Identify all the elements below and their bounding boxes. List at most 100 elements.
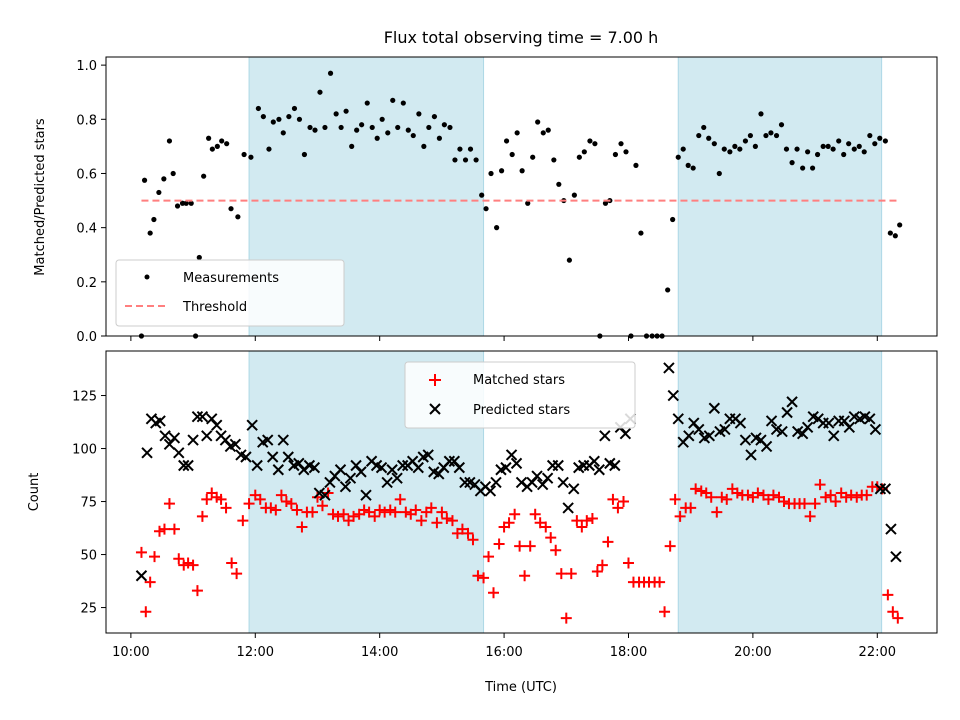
predicted-star-point bbox=[864, 413, 876, 425]
measurement-point bbox=[861, 149, 867, 155]
matched-star-point bbox=[338, 508, 350, 520]
predicted-star-point bbox=[510, 457, 523, 470]
measurement-point bbox=[706, 135, 712, 141]
matched-star-point bbox=[265, 502, 277, 514]
matched-star-point bbox=[825, 489, 837, 501]
matched-star-point bbox=[612, 502, 624, 514]
predicted-star-point bbox=[734, 417, 747, 429]
bottom-panel: 25 50 75 100 125 10:00 12:00 14:00 16:00 18:00 20… bbox=[27, 350, 938, 695]
matched-star-point bbox=[840, 491, 852, 503]
matched-star-point bbox=[231, 568, 243, 580]
matched-star-point bbox=[695, 485, 707, 497]
measurement-point bbox=[426, 124, 432, 131]
measurement-point bbox=[867, 132, 873, 139]
matched-star-point bbox=[400, 506, 412, 518]
predicted-star-point bbox=[739, 434, 752, 446]
measurement-point bbox=[535, 119, 541, 125]
matched-star-point bbox=[882, 589, 894, 601]
top-y-tick-label: 0.4 bbox=[76, 222, 97, 237]
matched-star-point bbox=[374, 504, 386, 516]
predicted-star-point bbox=[588, 455, 600, 467]
predicted-star-point bbox=[453, 461, 466, 474]
matched-star-point bbox=[226, 557, 238, 569]
predicted-star-point bbox=[562, 502, 574, 514]
predicted-star-point bbox=[890, 550, 902, 563]
matched-star-point bbox=[820, 491, 832, 503]
matched-star-point bbox=[545, 532, 557, 544]
matched-star-point bbox=[529, 508, 541, 520]
top-panel: 0.0 0.2 0.4 0.6 0.8 1.0 Matched/Predicted sta… bbox=[33, 56, 938, 345]
predicted-star-point bbox=[173, 447, 185, 459]
measurement-point bbox=[680, 146, 686, 152]
legend-measurements-label: Measurements bbox=[183, 271, 279, 286]
predicted-star-point bbox=[593, 464, 605, 476]
measurement-point bbox=[201, 173, 207, 179]
matched-star-point bbox=[576, 521, 588, 533]
matched-star-point bbox=[622, 557, 634, 569]
predicted-star-point bbox=[277, 434, 289, 446]
predicted-star-point bbox=[672, 413, 684, 425]
predicted-star-point bbox=[568, 483, 580, 495]
x-axis-label: Time (UTC) bbox=[484, 680, 557, 695]
measurement-point bbox=[675, 154, 681, 160]
measurement-point bbox=[612, 151, 619, 158]
top-legend: Measurements Threshold bbox=[115, 259, 345, 327]
matched-star-point bbox=[560, 612, 572, 624]
shaded-region bbox=[678, 57, 882, 336]
matched-star-point bbox=[488, 587, 500, 599]
top-y-axis-label: Matched/Predicted stars bbox=[33, 118, 48, 276]
predicted-star-point bbox=[874, 483, 887, 495]
matched-star-point bbox=[389, 506, 401, 518]
matched-star-point bbox=[519, 570, 531, 582]
bottom-y-tick-label: 50 bbox=[80, 549, 97, 564]
matched-star-point bbox=[173, 553, 185, 565]
matched-star-point bbox=[456, 523, 468, 535]
matched-star-point bbox=[285, 498, 297, 510]
bottom-y-tick-label: 100 bbox=[72, 443, 97, 458]
matched-star-point bbox=[436, 506, 448, 518]
predicted-star-point bbox=[500, 461, 512, 474]
measurement-point bbox=[166, 138, 173, 144]
predicted-star-point bbox=[879, 483, 892, 495]
measurement-point bbox=[665, 287, 671, 293]
matched-star-point bbox=[493, 538, 505, 550]
measurement-point bbox=[877, 135, 883, 141]
measurement-point bbox=[179, 200, 186, 206]
measurement-point bbox=[752, 143, 758, 149]
matched-star-point bbox=[705, 491, 717, 503]
measurement-point bbox=[618, 141, 624, 147]
matched-star-point bbox=[358, 504, 370, 516]
predicted-star-point bbox=[745, 449, 757, 461]
measurement-point bbox=[312, 127, 318, 133]
predicted-star-point bbox=[885, 523, 897, 535]
matched-star-point bbox=[140, 606, 152, 618]
predicted-star-point bbox=[459, 476, 471, 489]
legend-matched-marker bbox=[429, 374, 441, 386]
x-tick-label: 20:00 bbox=[734, 645, 771, 660]
measurement-point bbox=[333, 111, 339, 117]
predicted-star-point bbox=[443, 455, 456, 467]
top-y-tick-label: 0.6 bbox=[76, 167, 97, 182]
measurement-point bbox=[747, 132, 753, 139]
measurement-point bbox=[638, 230, 644, 236]
measurement-point bbox=[856, 143, 862, 149]
predicted-star-point bbox=[505, 449, 518, 461]
predicted-star-point bbox=[308, 461, 321, 474]
measurement-point bbox=[479, 192, 485, 198]
measurement-point bbox=[721, 146, 727, 152]
predicted-star-point bbox=[663, 362, 675, 374]
chart-title: Flux total observing time = 7.00 h bbox=[384, 28, 659, 47]
matched-star-point bbox=[270, 504, 282, 516]
measurement-point bbox=[514, 130, 520, 136]
predicted-star-point bbox=[823, 417, 835, 429]
measurement-point bbox=[385, 130, 391, 136]
matched-star-point bbox=[830, 496, 842, 508]
predicted-star-point bbox=[246, 419, 258, 431]
predicted-star-point bbox=[391, 472, 403, 484]
predicted-stars-series bbox=[135, 362, 902, 582]
predicted-star-point bbox=[396, 459, 409, 472]
predicted-star-point bbox=[141, 447, 153, 459]
predicted-star-point bbox=[229, 438, 242, 451]
matched-star-point bbox=[158, 523, 170, 535]
x-tick-label: 22:00 bbox=[859, 645, 896, 660]
